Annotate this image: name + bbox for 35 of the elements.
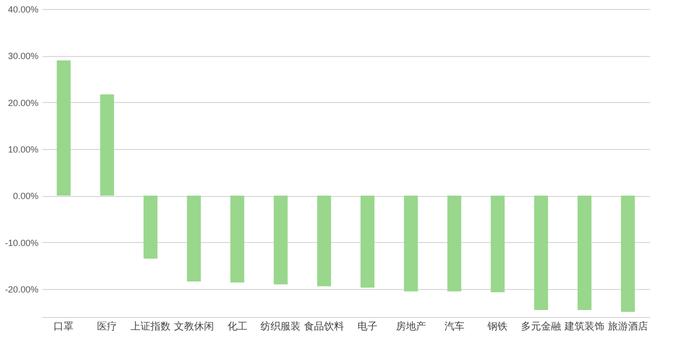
x-tick-label: 建筑装饰 bbox=[564, 320, 604, 332]
x-tick-label: 汽车 bbox=[444, 320, 464, 332]
bar bbox=[186, 196, 201, 282]
bar bbox=[620, 196, 635, 312]
x-tick-label: 上证指数 bbox=[130, 320, 170, 332]
x-tick-label: 纺织服装 bbox=[260, 320, 301, 332]
bar bbox=[274, 196, 288, 284]
bar bbox=[360, 196, 374, 288]
y-tick-label: 20.00% bbox=[8, 98, 38, 108]
x-tick-label: 文教休闲 bbox=[174, 320, 214, 332]
x-tick-label: 多元金融 bbox=[521, 320, 562, 332]
y-tick-label: 30.00% bbox=[8, 51, 38, 62]
x-tick-label: 房地产 bbox=[396, 320, 426, 332]
bar bbox=[447, 196, 462, 292]
x-tick-label: 化工 bbox=[227, 320, 248, 332]
x-tick-label: 钢铁 bbox=[486, 320, 508, 332]
bar bbox=[230, 196, 244, 282]
x-tick-label: 口罩 bbox=[54, 320, 74, 332]
bar bbox=[317, 196, 332, 286]
y-tick-label: 0.00% bbox=[12, 191, 38, 202]
x-tick-label: 旅游酒店 bbox=[608, 320, 648, 332]
bar bbox=[578, 196, 592, 310]
bar bbox=[490, 196, 505, 292]
bar bbox=[404, 196, 418, 292]
bar bbox=[100, 94, 114, 196]
bar bbox=[144, 196, 158, 259]
y-tick-label: -20.00% bbox=[4, 284, 38, 294]
x-tick-label: 食品饮料 bbox=[304, 320, 344, 332]
y-tick-label: 10.00% bbox=[8, 144, 38, 154]
y-tick-label: -10.00% bbox=[4, 238, 38, 248]
x-tick-label: 医疗 bbox=[97, 320, 118, 332]
x-tick-label: 电子 bbox=[358, 320, 378, 332]
bar bbox=[56, 60, 71, 196]
bar bbox=[534, 196, 548, 310]
y-tick-label: 40.00% bbox=[8, 4, 38, 14]
